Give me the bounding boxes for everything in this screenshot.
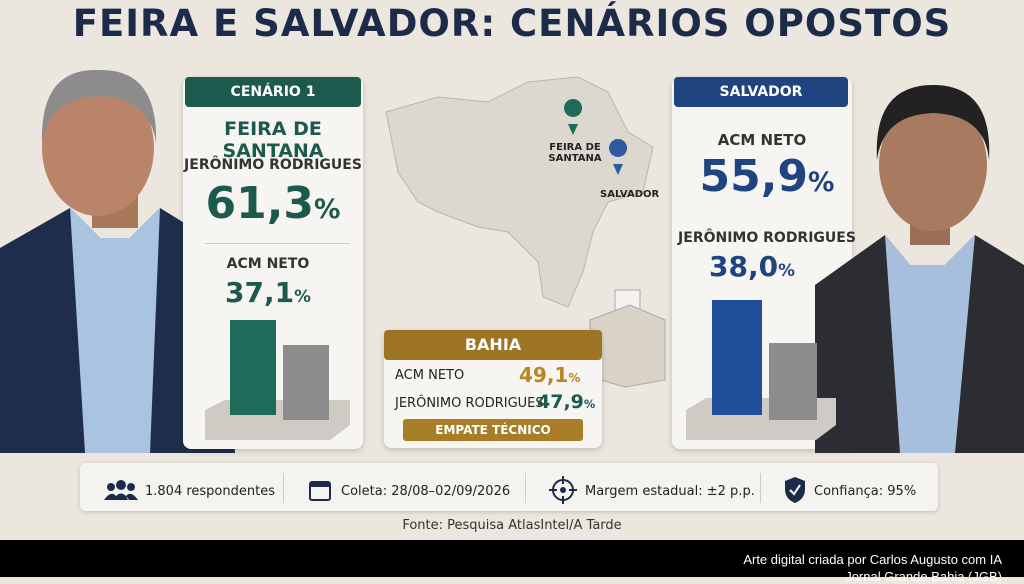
unit: % [583, 397, 596, 411]
percentage: 38,0% [672, 250, 832, 283]
row-value: 47,9% [537, 391, 595, 413]
person-left [0, 69, 235, 453]
candidate-name: ACM NETO [226, 256, 310, 272]
row-value: 49,1% [519, 363, 580, 387]
stat: 1.804 respondentes [145, 484, 275, 499]
divider [283, 473, 284, 503]
unit: % [778, 260, 795, 280]
stat: Margem estadual: ±2 p.p. [585, 484, 755, 499]
map [385, 76, 654, 308]
title: FEIRA E SALVADOR: CENÁRIOS OPOSTOS [72, 2, 952, 45]
icon-shield [785, 477, 805, 503]
unit: % [568, 371, 581, 385]
stat: Confiança: 95% [814, 484, 917, 499]
percentage: 61,3% [183, 178, 363, 229]
bars-illustration [205, 320, 350, 440]
card-header: SALVADOR [674, 77, 848, 107]
value: 47,9 [537, 391, 584, 413]
card-header: CENÁRIO 1 [185, 77, 361, 107]
divider [525, 473, 526, 503]
unit: % [294, 286, 311, 306]
candidate-name: ACM NETO [717, 131, 807, 149]
candidate-name: JERÔNIMO RODRIGUES [678, 230, 856, 246]
ballot-box [589, 289, 666, 388]
icon-calendar [309, 481, 331, 501]
icon-target [549, 476, 577, 504]
percentage: 37,1% [183, 276, 353, 309]
divider [760, 473, 761, 503]
source: Fonte: Pesquisa AtlasIntel/A Tarde [402, 518, 622, 533]
badge: EMPATE TÉCNICO [403, 419, 583, 441]
candidate-name: JERÔNIMO RODRIGUES [184, 157, 362, 173]
bars-illustration [686, 300, 836, 440]
unit: % [314, 194, 341, 225]
value: 55,9 [699, 151, 809, 202]
icon-people [104, 480, 138, 500]
row-name: JERÔNIMO RODRIGUES [395, 396, 544, 411]
value: 38,0 [709, 250, 779, 283]
map-label: SALVADOR [600, 189, 660, 200]
value: 37,1 [225, 276, 295, 309]
value: 49,1 [519, 363, 569, 387]
footer [0, 540, 1024, 577]
divider [205, 243, 350, 244]
value: 61,3 [205, 178, 315, 229]
person-right [815, 85, 1024, 453]
city: FEIRA DE SANTANA [222, 118, 324, 162]
credit: Arte digital criada por Carlos Augusto c… [743, 552, 1002, 567]
card-header: BAHIA [384, 330, 602, 360]
unit: % [808, 167, 835, 198]
map-label: FEIRA DE SANTANA [548, 142, 602, 164]
percentage: 55,9% [672, 151, 862, 202]
stat: Coleta: 28/08–02/09/2026 [341, 484, 511, 499]
row-name: ACM NETO [395, 368, 465, 383]
